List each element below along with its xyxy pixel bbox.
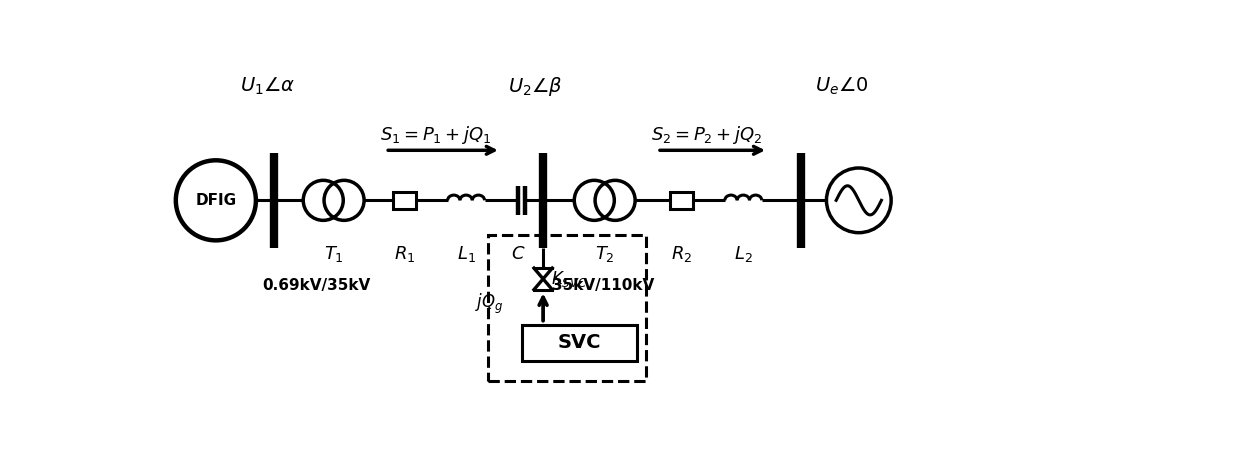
Text: $R_1$: $R_1$ — [394, 244, 415, 264]
Text: $U_1\angle\alpha$: $U_1\angle\alpha$ — [239, 76, 295, 97]
Bar — [522, 325, 637, 360]
Bar — [670, 192, 693, 209]
Text: DFIG: DFIG — [195, 193, 237, 208]
Text: $C$: $C$ — [511, 245, 526, 263]
Text: $L_2$: $L_2$ — [734, 244, 753, 264]
Text: SVC: SVC — [558, 333, 601, 352]
Text: $U_e\angle 0$: $U_e\angle 0$ — [815, 76, 869, 97]
Text: $R_2$: $R_2$ — [671, 244, 692, 264]
Text: $U_2\angle\beta$: $U_2\angle\beta$ — [508, 75, 563, 98]
Text: $T_1$: $T_1$ — [324, 244, 343, 264]
Circle shape — [176, 160, 255, 240]
Text: $K_{SVC}$: $K_{SVC}$ — [551, 269, 587, 289]
Bar — [393, 192, 417, 209]
Text: $T_2$: $T_2$ — [595, 244, 615, 264]
Bar — [487, 235, 646, 381]
Text: $S_1=P_1+jQ_1$: $S_1=P_1+jQ_1$ — [379, 124, 491, 146]
Text: $S_2=P_2+jQ_2$: $S_2=P_2+jQ_2$ — [651, 124, 763, 146]
Text: 35kV/110kV: 35kV/110kV — [552, 278, 655, 293]
Text: $jQ_g$: $jQ_g$ — [475, 292, 503, 317]
Text: $L_1$: $L_1$ — [456, 244, 476, 264]
Text: 0.69kV/35kV: 0.69kV/35kV — [262, 278, 370, 293]
